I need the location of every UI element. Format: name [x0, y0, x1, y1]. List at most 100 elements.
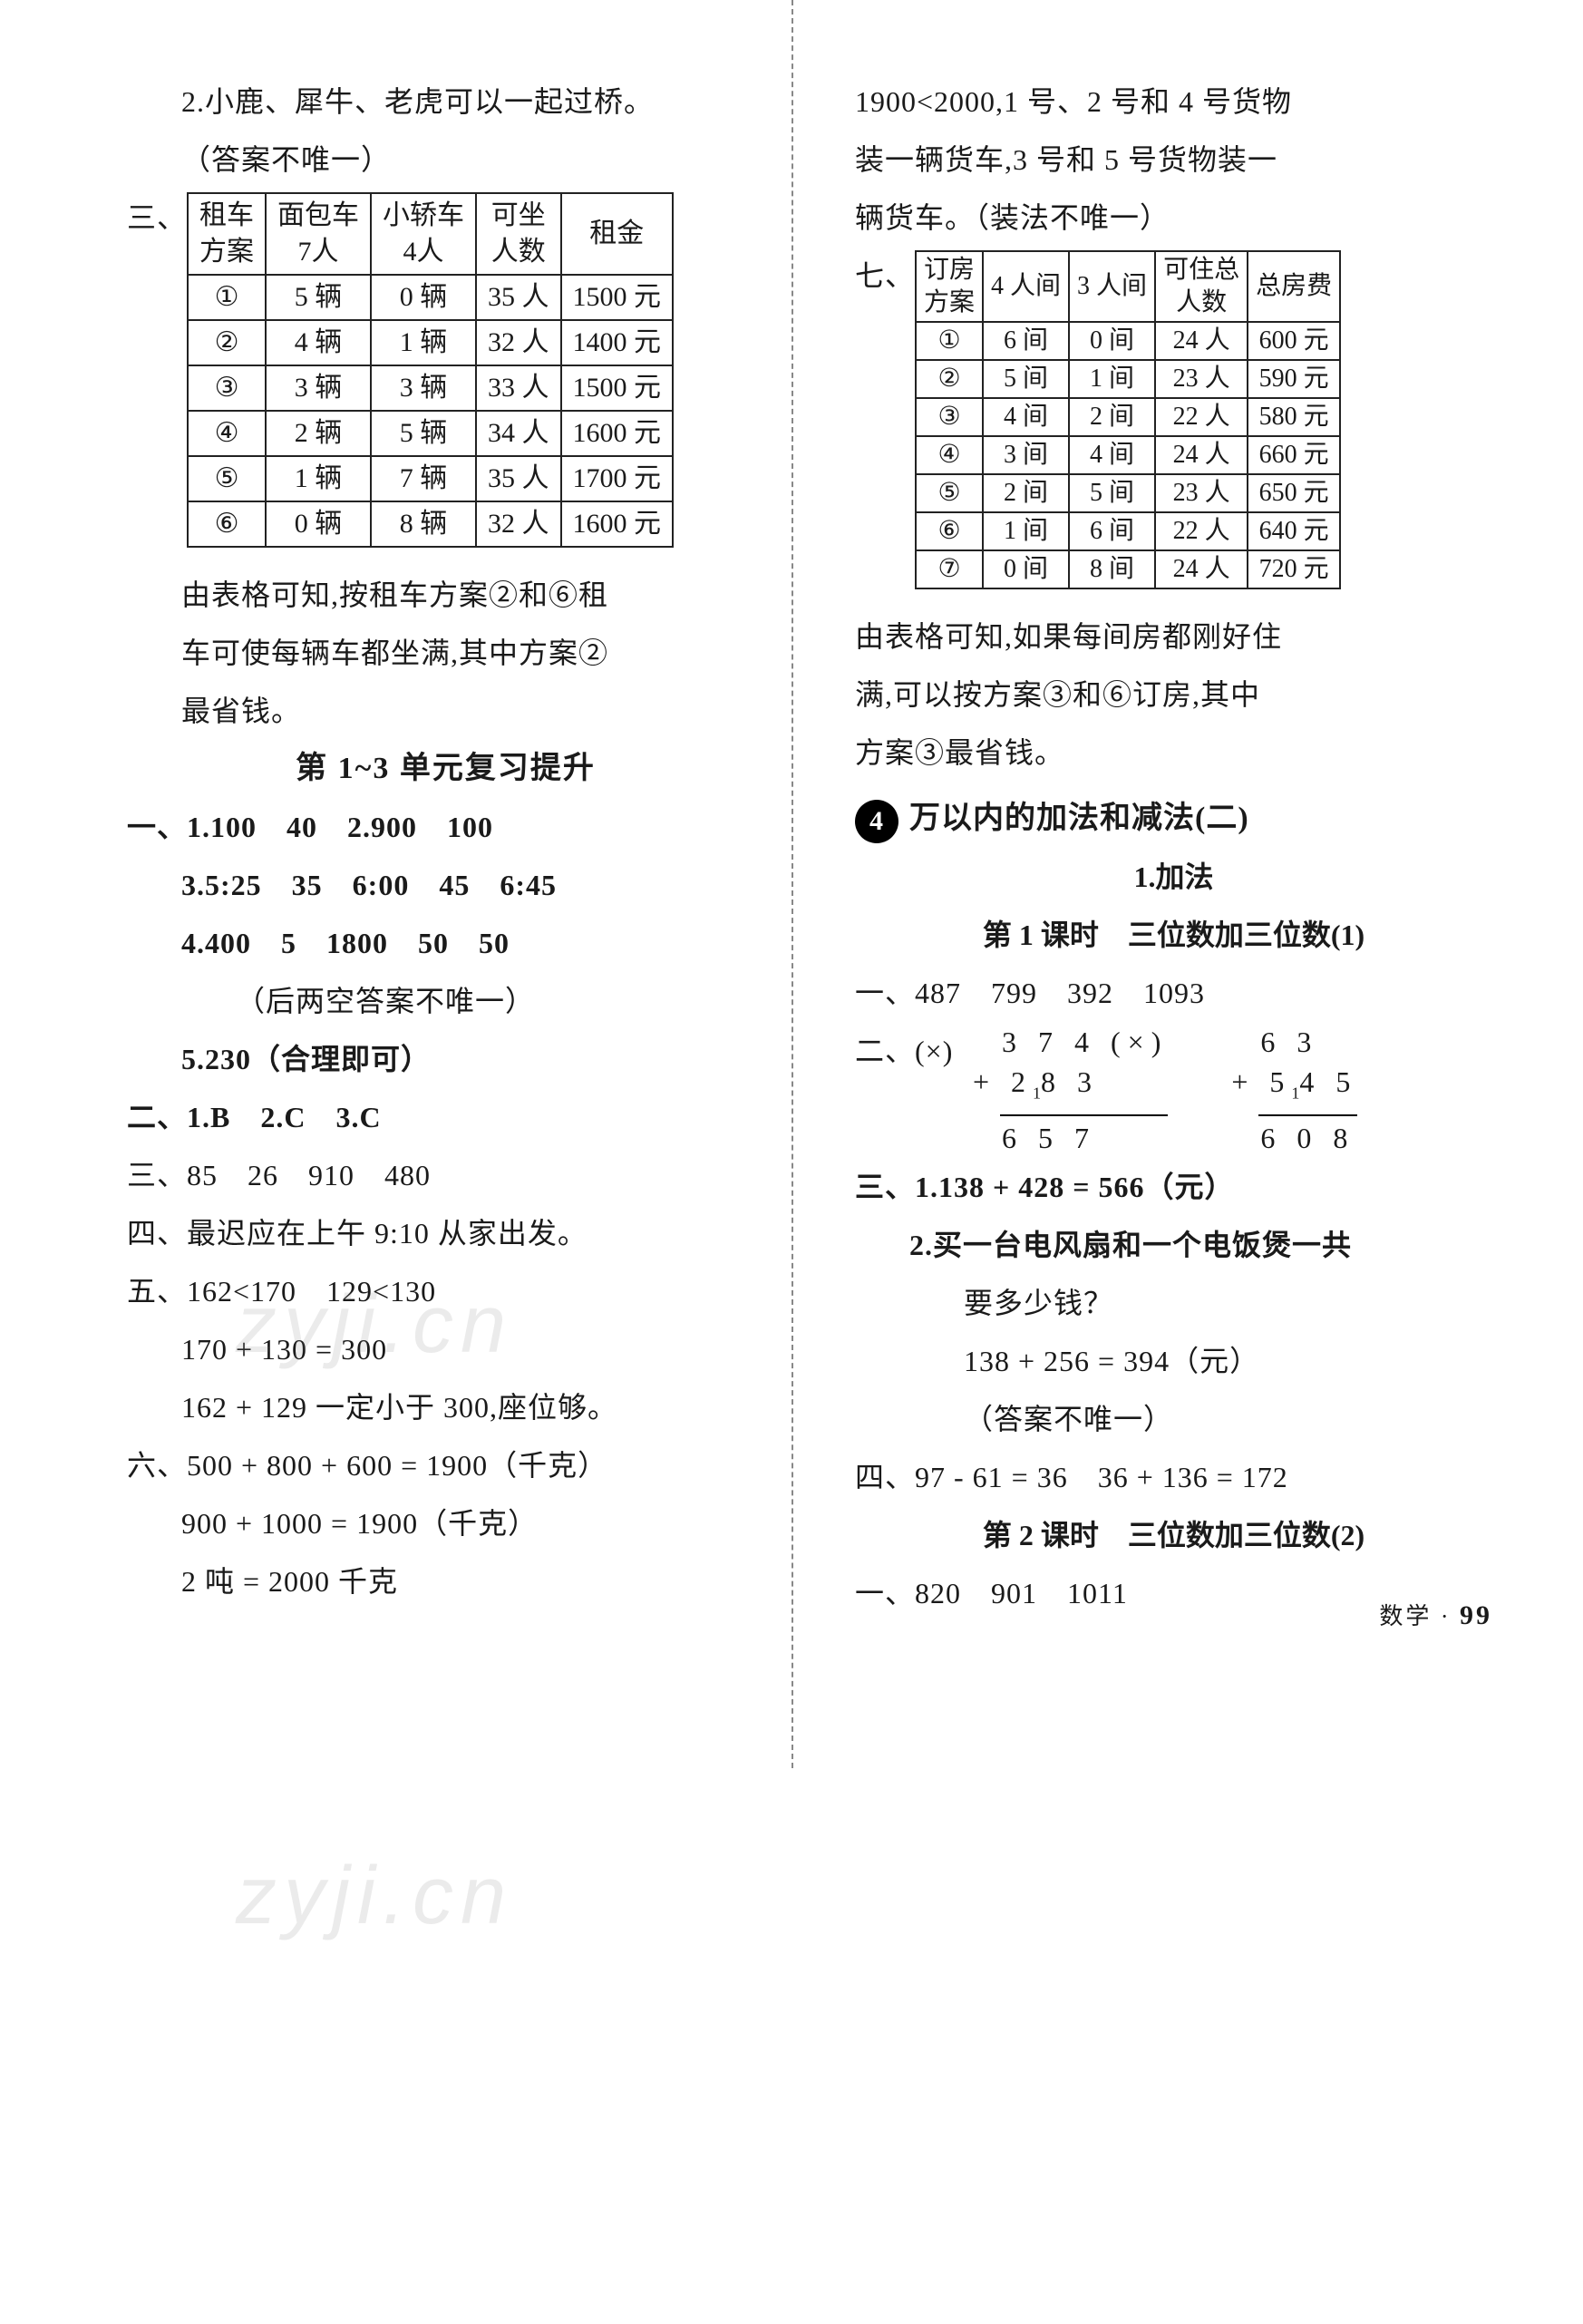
review-heading: 第 1~3 单元复习提升: [127, 740, 764, 798]
table-row: ②4 辆1 辆32 人1400 元: [188, 320, 673, 365]
table-header: 4 人间: [983, 251, 1069, 322]
table-cell: 1500 元: [561, 275, 674, 320]
table-cell: 8 辆: [371, 501, 476, 547]
table-cell: 22 人: [1155, 512, 1248, 550]
rent-car-table: 租车方案面包车7人小轿车4人可坐人数租金①5 辆0 辆35 人1500 元②4 …: [187, 192, 674, 548]
answer-line: 5.230（合理即可）: [127, 1030, 764, 1088]
table-cell: ④: [916, 436, 983, 474]
table-cell: ①: [188, 275, 266, 320]
table-cell: 1 间: [1069, 360, 1155, 398]
table-cell: 590 元: [1248, 360, 1340, 398]
table-cell: ②: [188, 320, 266, 365]
section-seven: 七、 订房方案4 人间3 人间可住总人数总房费①6 间0 间24 人600 元②…: [855, 247, 1492, 608]
table-cell: 1700 元: [561, 456, 674, 501]
table-header: 租车方案: [188, 193, 266, 275]
table-cell: 0 辆: [371, 275, 476, 320]
table-header: 订房方案: [916, 251, 983, 322]
answer-line: 三、1.138 + 428 = 566（元）: [855, 1158, 1492, 1216]
table-cell: 0 间: [983, 550, 1069, 588]
table-cell: 1 辆: [266, 456, 371, 501]
answer-line: 3.5:25 35 6:00 45 6:45: [127, 856, 764, 914]
table-row: ③4 间2 间22 人580 元: [916, 398, 1340, 436]
watermark: zyji.cn: [236, 1850, 513, 1943]
table-header: 总房费: [1248, 251, 1340, 322]
section-label: 七、: [855, 247, 915, 305]
answer-line: 138 + 256 = 394（元）: [855, 1332, 1492, 1390]
text-line: 由表格可知,按租车方案②和⑥租: [127, 566, 764, 624]
table-cell: 7 辆: [371, 456, 476, 501]
table-cell: 2 间: [983, 474, 1069, 512]
table-row: ⑥0 辆8 辆32 人1600 元: [188, 501, 673, 547]
table-row: ②5 间1 间23 人590 元: [916, 360, 1340, 398]
table-cell: ③: [188, 365, 266, 411]
table-row: ④2 辆5 辆34 人1600 元: [188, 411, 673, 456]
text-line: 最省钱。: [127, 682, 764, 740]
table-cell: 5 间: [983, 360, 1069, 398]
table-header: 3 人间: [1069, 251, 1155, 322]
answer-line: 4.400 5 1800 50 50: [127, 914, 764, 972]
table-cell: ③: [916, 398, 983, 436]
table-cell: 32 人: [476, 501, 561, 547]
table-cell: ⑥: [188, 501, 266, 547]
answer-line: 二、1.B 2.C 3.C: [127, 1088, 764, 1146]
table-cell: 4 间: [1069, 436, 1155, 474]
table-cell: 32 人: [476, 320, 561, 365]
table-cell: 2 辆: [266, 411, 371, 456]
table-cell: 4 间: [983, 398, 1069, 436]
section-three: 三、 租车方案面包车7人小轿车4人可坐人数租金①5 辆0 辆35 人1500 元…: [127, 189, 764, 566]
two-column-layout: 2.小鹿、犀牛、老虎可以一起过桥。 （答案不唯一） 三、 租车方案面包车7人小轿…: [127, 73, 1492, 1622]
table-cell: 24 人: [1155, 550, 1248, 588]
table-cell: 35 人: [476, 275, 561, 320]
text-line: 要多少钱？: [855, 1274, 1492, 1332]
table-row: ⑥1 间6 间22 人640 元: [916, 512, 1340, 550]
vertical-addition: 3 7 4 (×)+ 218 3 6 5 7: [973, 1022, 1168, 1158]
table-cell: ⑤: [916, 474, 983, 512]
table-cell: 8 间: [1069, 550, 1155, 588]
table-cell: 24 人: [1155, 436, 1248, 474]
table-cell: 1 间: [983, 512, 1069, 550]
answer-line: 170 + 130 = 300: [127, 1320, 764, 1378]
answer-line: 一、487 799 392 1093: [855, 964, 1492, 1022]
table-cell: 22 人: [1155, 398, 1248, 436]
answer-line: 一、1.100 40 2.900 100: [127, 798, 764, 856]
answer-line: 五、162<170 129<130: [127, 1262, 764, 1320]
text-line: 2.买一台电风扇和一个电饭煲一共: [855, 1216, 1492, 1274]
table-cell: 6 间: [983, 322, 1069, 360]
table-cell: 4 辆: [266, 320, 371, 365]
text-line: 2.小鹿、犀牛、老虎可以一起过桥。: [127, 73, 764, 131]
sub-heading: 1.加法: [855, 848, 1492, 906]
unit-title: 万以内的加法和减法(二): [909, 802, 1249, 835]
table-header: 小轿车4人: [371, 193, 476, 275]
text-line: 方案③最省钱。: [855, 724, 1492, 782]
subject-label: 数学: [1379, 1603, 1432, 1629]
table-cell: 1600 元: [561, 411, 674, 456]
table-cell: ⑤: [188, 456, 266, 501]
answer-line: 六、500 + 800 + 600 = 1900（千克）: [127, 1436, 764, 1494]
table-cell: 35 人: [476, 456, 561, 501]
table-cell: 720 元: [1248, 550, 1340, 588]
table-row: ⑤2 间5 间23 人650 元: [916, 474, 1340, 512]
left-column: 2.小鹿、犀牛、老虎可以一起过桥。 （答案不唯一） 三、 租车方案面包车7人小轿…: [127, 73, 810, 1622]
table-header: 面包车7人: [266, 193, 371, 275]
unit-heading: 4万以内的加法和减法(二): [855, 789, 1492, 848]
table-row: ①5 辆0 辆35 人1500 元: [188, 275, 673, 320]
booking-table: 订房方案4 人间3 人间可住总人数总房费①6 间0 间24 人600 元②5 间…: [915, 250, 1341, 589]
table-row: ⑦0 间8 间24 人720 元: [916, 550, 1340, 588]
page: 2.小鹿、犀牛、老虎可以一起过桥。 （答案不唯一） 三、 租车方案面包车7人小轿…: [0, 0, 1583, 1658]
table-cell: 5 辆: [371, 411, 476, 456]
table-cell: 5 辆: [266, 275, 371, 320]
table-cell: 6 间: [1069, 512, 1155, 550]
calc-row: 二、(×) 3 7 4 (×)+ 218 3 6 5 7 6 3+ 514 5 …: [855, 1022, 1492, 1158]
table-cell: 3 间: [983, 436, 1069, 474]
vertical-addition: 6 3+ 514 5 6 0 8: [1231, 1022, 1357, 1158]
table-cell: 600 元: [1248, 322, 1340, 360]
section-label: 三、: [127, 189, 187, 247]
table-header: 可住总人数: [1155, 251, 1248, 322]
text-line: 由表格可知,如果每间房都刚好住: [855, 608, 1492, 666]
table-cell: 23 人: [1155, 360, 1248, 398]
answer-line: 900 + 1000 = 1900（千克）: [127, 1494, 764, 1552]
table-row: ④3 间4 间24 人660 元: [916, 436, 1340, 474]
answer-line: 四、97 - 61 = 36 36 + 136 = 172: [855, 1448, 1492, 1506]
note-line: （后两空答案不唯一）: [127, 972, 764, 1030]
table-cell: 0 辆: [266, 501, 371, 547]
